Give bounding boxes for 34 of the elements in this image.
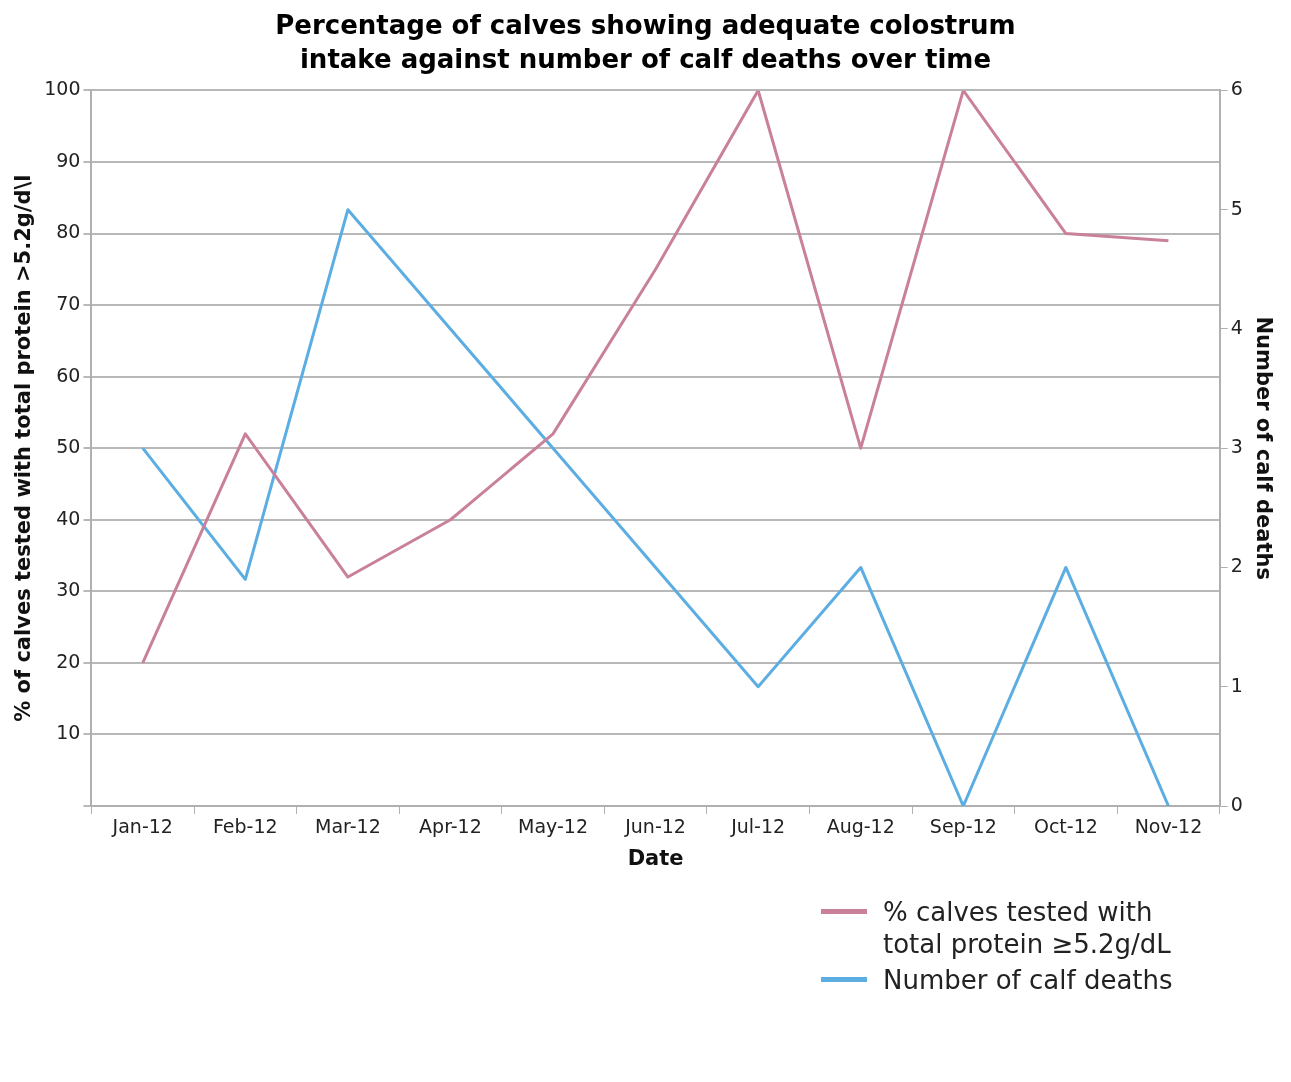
y-tick-label: 20 — [56, 649, 81, 672]
y2-tick-label: 5 — [1230, 196, 1243, 219]
y-tick-label: 80 — [56, 220, 81, 243]
x-tick-label: Nov-12 — [1134, 815, 1203, 838]
x-tick-label: Jul-12 — [730, 815, 786, 838]
y-tick-label: 60 — [56, 363, 81, 386]
legend-label: Number of calf deaths — [883, 964, 1174, 996]
x-tick-label: Sep-12 — [929, 815, 997, 838]
y-tick-label: 50 — [56, 435, 81, 458]
y2-tick-label: 0 — [1230, 792, 1243, 815]
x-tick-label: Mar-12 — [315, 815, 381, 838]
y2-tick-label: 1 — [1230, 673, 1243, 696]
y-tick-label: 10 — [56, 721, 81, 744]
x-tick-label: Jun-12 — [624, 815, 686, 838]
y-axis-title: % of calves tested with total protein >5.2g/d\l — [11, 174, 36, 722]
x-tick-label: Aug-12 — [826, 815, 895, 838]
y-tick-label: 90 — [56, 148, 81, 171]
y-tick-label: 100 — [44, 77, 81, 100]
x-axis-title: Date — [627, 845, 684, 870]
y2-axis-title: Number of calf deaths — [1251, 316, 1276, 580]
y-tick-label: 70 — [56, 292, 81, 315]
y-tick-label: 30 — [56, 578, 81, 601]
x-tick-label: Feb-12 — [212, 815, 278, 838]
chart-title: Percentage of calves showing adequate colostrum intake against number of calf deaths over time — [274, 9, 1017, 76]
y2-tick-label: 6 — [1230, 77, 1243, 100]
x-tick-label: Jan-12 — [111, 815, 173, 838]
y2-tick-label: 2 — [1230, 554, 1243, 577]
x-tick-label: Apr-12 — [419, 815, 482, 838]
x-tick-label: Oct-12 — [1033, 815, 1098, 838]
y-tick-label: 40 — [56, 506, 81, 529]
y2-tick-label: 4 — [1230, 315, 1243, 338]
x-tick-label: May-12 — [518, 815, 589, 838]
legend-label: % calves tested with total protein ≥5.2g/dL — [883, 896, 1172, 960]
y2-tick-label: 3 — [1230, 435, 1243, 458]
